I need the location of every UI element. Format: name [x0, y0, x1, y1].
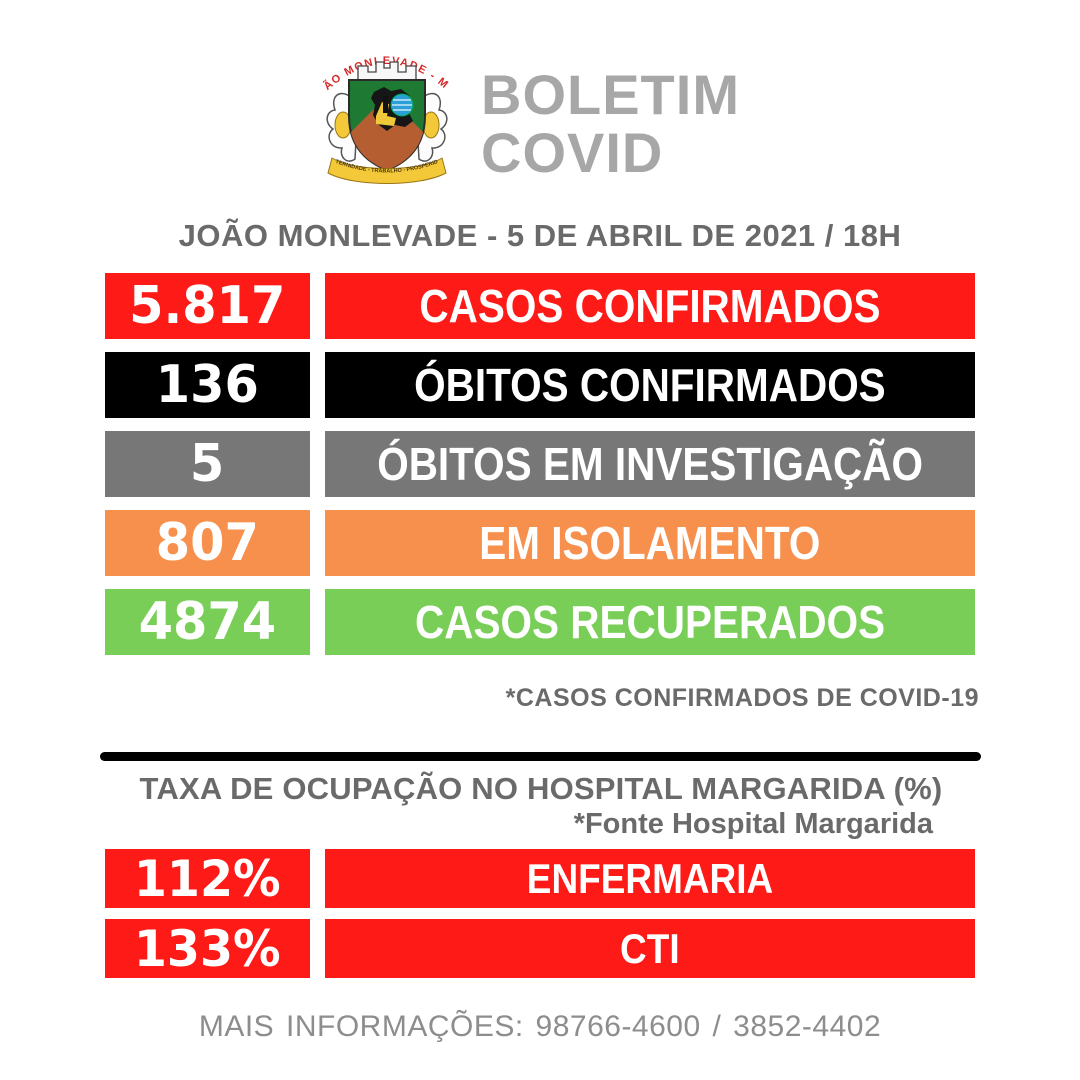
occupancy-label: ENFERMARIA	[526, 854, 774, 902]
hospital-row-enfermaria: 112% ENFERMARIA	[105, 849, 977, 908]
occupancy-label-box: CTI	[325, 919, 975, 978]
stat-value: 136	[155, 355, 260, 415]
stat-value-box: 4874	[105, 589, 310, 655]
city-date-heading: JOÃO MONLEVADE - 5 DE ABRIL DE 2021 / 18…	[178, 218, 902, 253]
stat-value-box: 5	[105, 431, 310, 497]
contact-info: MAIS INFORMAÇÕES: 98766-4600 / 3852-4402	[198, 1010, 882, 1043]
stat-value-box: 136	[105, 352, 310, 418]
occupancy-value-box: 133%	[105, 919, 310, 978]
stat-row-obitos-confirmados: 136 ÓBITOS CONFIRMADOS	[105, 352, 977, 418]
coat-of-arms-icon: JOÃO MONLEVADE - M.G. FRATERNIDADE - TRA…	[307, 27, 450, 184]
bulletin-title-line1: BOLETIM	[481, 63, 740, 126]
occupancy-label: CTI	[620, 924, 680, 972]
stat-row-em-isolamento: 807 EM ISOLAMENTO	[105, 510, 977, 576]
section-divider	[100, 752, 981, 761]
bulletin-title-line2: COVID	[481, 121, 664, 185]
stat-label-box: CASOS RECUPERADOS	[325, 589, 975, 655]
stat-label-box: ÓBITOS EM INVESTIGAÇÃO	[325, 431, 975, 497]
stat-value-box: 5.817	[105, 273, 310, 339]
stat-label: CASOS RECUPERADOS	[414, 596, 886, 648]
covid-stats-table: 5.817 CASOS CONFIRMADOS 136 ÓBITOS CONFI…	[105, 273, 977, 668]
stat-value: 5	[190, 434, 225, 494]
occupancy-value: 112%	[134, 849, 281, 908]
stat-value: 4874	[138, 592, 277, 652]
hospital-source-note: *Fonte Hospital Margarida	[573, 808, 933, 840]
stats-footnote: *CASOS CONFIRMADOS DE COVID-19	[505, 684, 979, 712]
stat-label-box: CASOS CONFIRMADOS	[325, 273, 975, 339]
stat-row-obitos-investigacao: 5 ÓBITOS EM INVESTIGAÇÃO	[105, 431, 977, 497]
stat-label: CASOS CONFIRMADOS	[419, 280, 881, 332]
stat-label: EM ISOLAMENTO	[479, 517, 821, 569]
stat-label-box: ÓBITOS CONFIRMADOS	[325, 352, 975, 418]
city-coat-of-arms-logo: JOÃO MONLEVADE - M.G. FRATERNIDADE - TRA…	[307, 27, 462, 188]
hospital-row-cti: 133% CTI	[105, 919, 977, 978]
stat-value: 807	[155, 513, 260, 573]
stat-label: ÓBITOS EM INVESTIGAÇÃO	[377, 438, 923, 490]
hospital-occupancy-title: TAXA DE OCUPAÇÃO NO HOSPITAL MARGARIDA (…	[139, 771, 943, 806]
bulletin-title: BOLETIM COVID	[481, 63, 740, 185]
stat-row-casos-confirmados: 5.817 CASOS CONFIRMADOS	[105, 273, 977, 339]
occupancy-value: 133%	[134, 919, 281, 978]
stat-row-casos-recuperados: 4874 CASOS RECUPERADOS	[105, 589, 977, 655]
hospital-occupancy-table: 112% ENFERMARIA 133% CTI	[105, 849, 977, 989]
stat-value: 5.817	[129, 276, 286, 336]
occupancy-label-box: ENFERMARIA	[325, 849, 975, 908]
occupancy-value-box: 112%	[105, 849, 310, 908]
stat-value-box: 807	[105, 510, 310, 576]
stat-label-box: EM ISOLAMENTO	[325, 510, 975, 576]
stat-label: ÓBITOS CONFIRMADOS	[414, 359, 886, 411]
